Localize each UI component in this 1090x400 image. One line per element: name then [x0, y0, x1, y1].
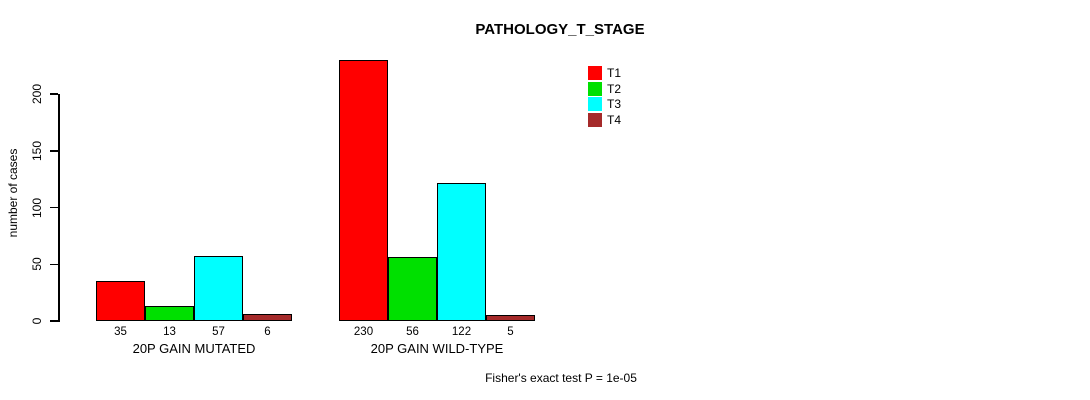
legend-item-t4: T4 [588, 112, 622, 127]
y-axis-tick-label: 0 [30, 317, 44, 325]
category-label: 20P GAIN MUTATED [132, 341, 256, 356]
bar-t1-2 [339, 59, 388, 321]
legend-swatch-icon [588, 66, 602, 80]
y-axis-tick-mark [50, 320, 58, 322]
legend-item-t2: T2 [588, 81, 622, 96]
legend-label: T3 [607, 97, 622, 112]
y-axis-tick-mark [50, 93, 58, 95]
legend-item-t1: T1 [588, 66, 621, 80]
bar-value-label: 35 [114, 326, 127, 338]
bar-t3-1 [194, 256, 243, 321]
y-axis-label: number of cases [6, 148, 20, 238]
y-axis-tick-label: 50 [30, 257, 44, 271]
category-label: 20P GAIN WILD-TYPE [370, 341, 504, 356]
bar-t4-1 [243, 314, 292, 321]
bar-t1-1 [96, 281, 145, 321]
bar-value-label: 13 [163, 326, 176, 338]
legend-label: T4 [607, 112, 622, 127]
bar-value-label: 5 [507, 326, 514, 338]
legend: T1 T2 T3 T4 [588, 66, 621, 128]
bar-value-label: 122 [451, 326, 472, 338]
legend-label: T2 [607, 81, 622, 96]
y-axis-tick-mark [50, 263, 58, 265]
annotation-text: Fisher's exact test P = 1e-05 [485, 371, 637, 385]
bar-t4-2 [486, 315, 535, 321]
legend-swatch-icon [588, 112, 602, 127]
legend-item-t3: T3 [588, 97, 622, 112]
y-axis-tick-label: 150 [30, 140, 44, 161]
bar-value-label: 6 [264, 326, 271, 338]
chart-title: PATHOLOGY_T_STAGE [475, 21, 645, 38]
legend-swatch-icon [588, 97, 602, 112]
legend-label: T1 [607, 66, 622, 80]
legend-swatch-icon [588, 81, 602, 96]
y-axis-tick-mark [50, 150, 58, 152]
y-axis-line [58, 94, 60, 322]
bar-t2-1 [145, 306, 194, 321]
bar-value-label: 57 [212, 326, 225, 338]
bar-value-label: 230 [353, 326, 374, 338]
bar-t3-2 [437, 182, 486, 321]
bar-value-label: 56 [406, 326, 419, 338]
y-axis-tick-label: 200 [30, 83, 44, 105]
bar-t2-2 [388, 257, 437, 321]
y-axis-tick-label: 100 [30, 197, 44, 218]
y-axis-tick-mark [50, 206, 58, 209]
